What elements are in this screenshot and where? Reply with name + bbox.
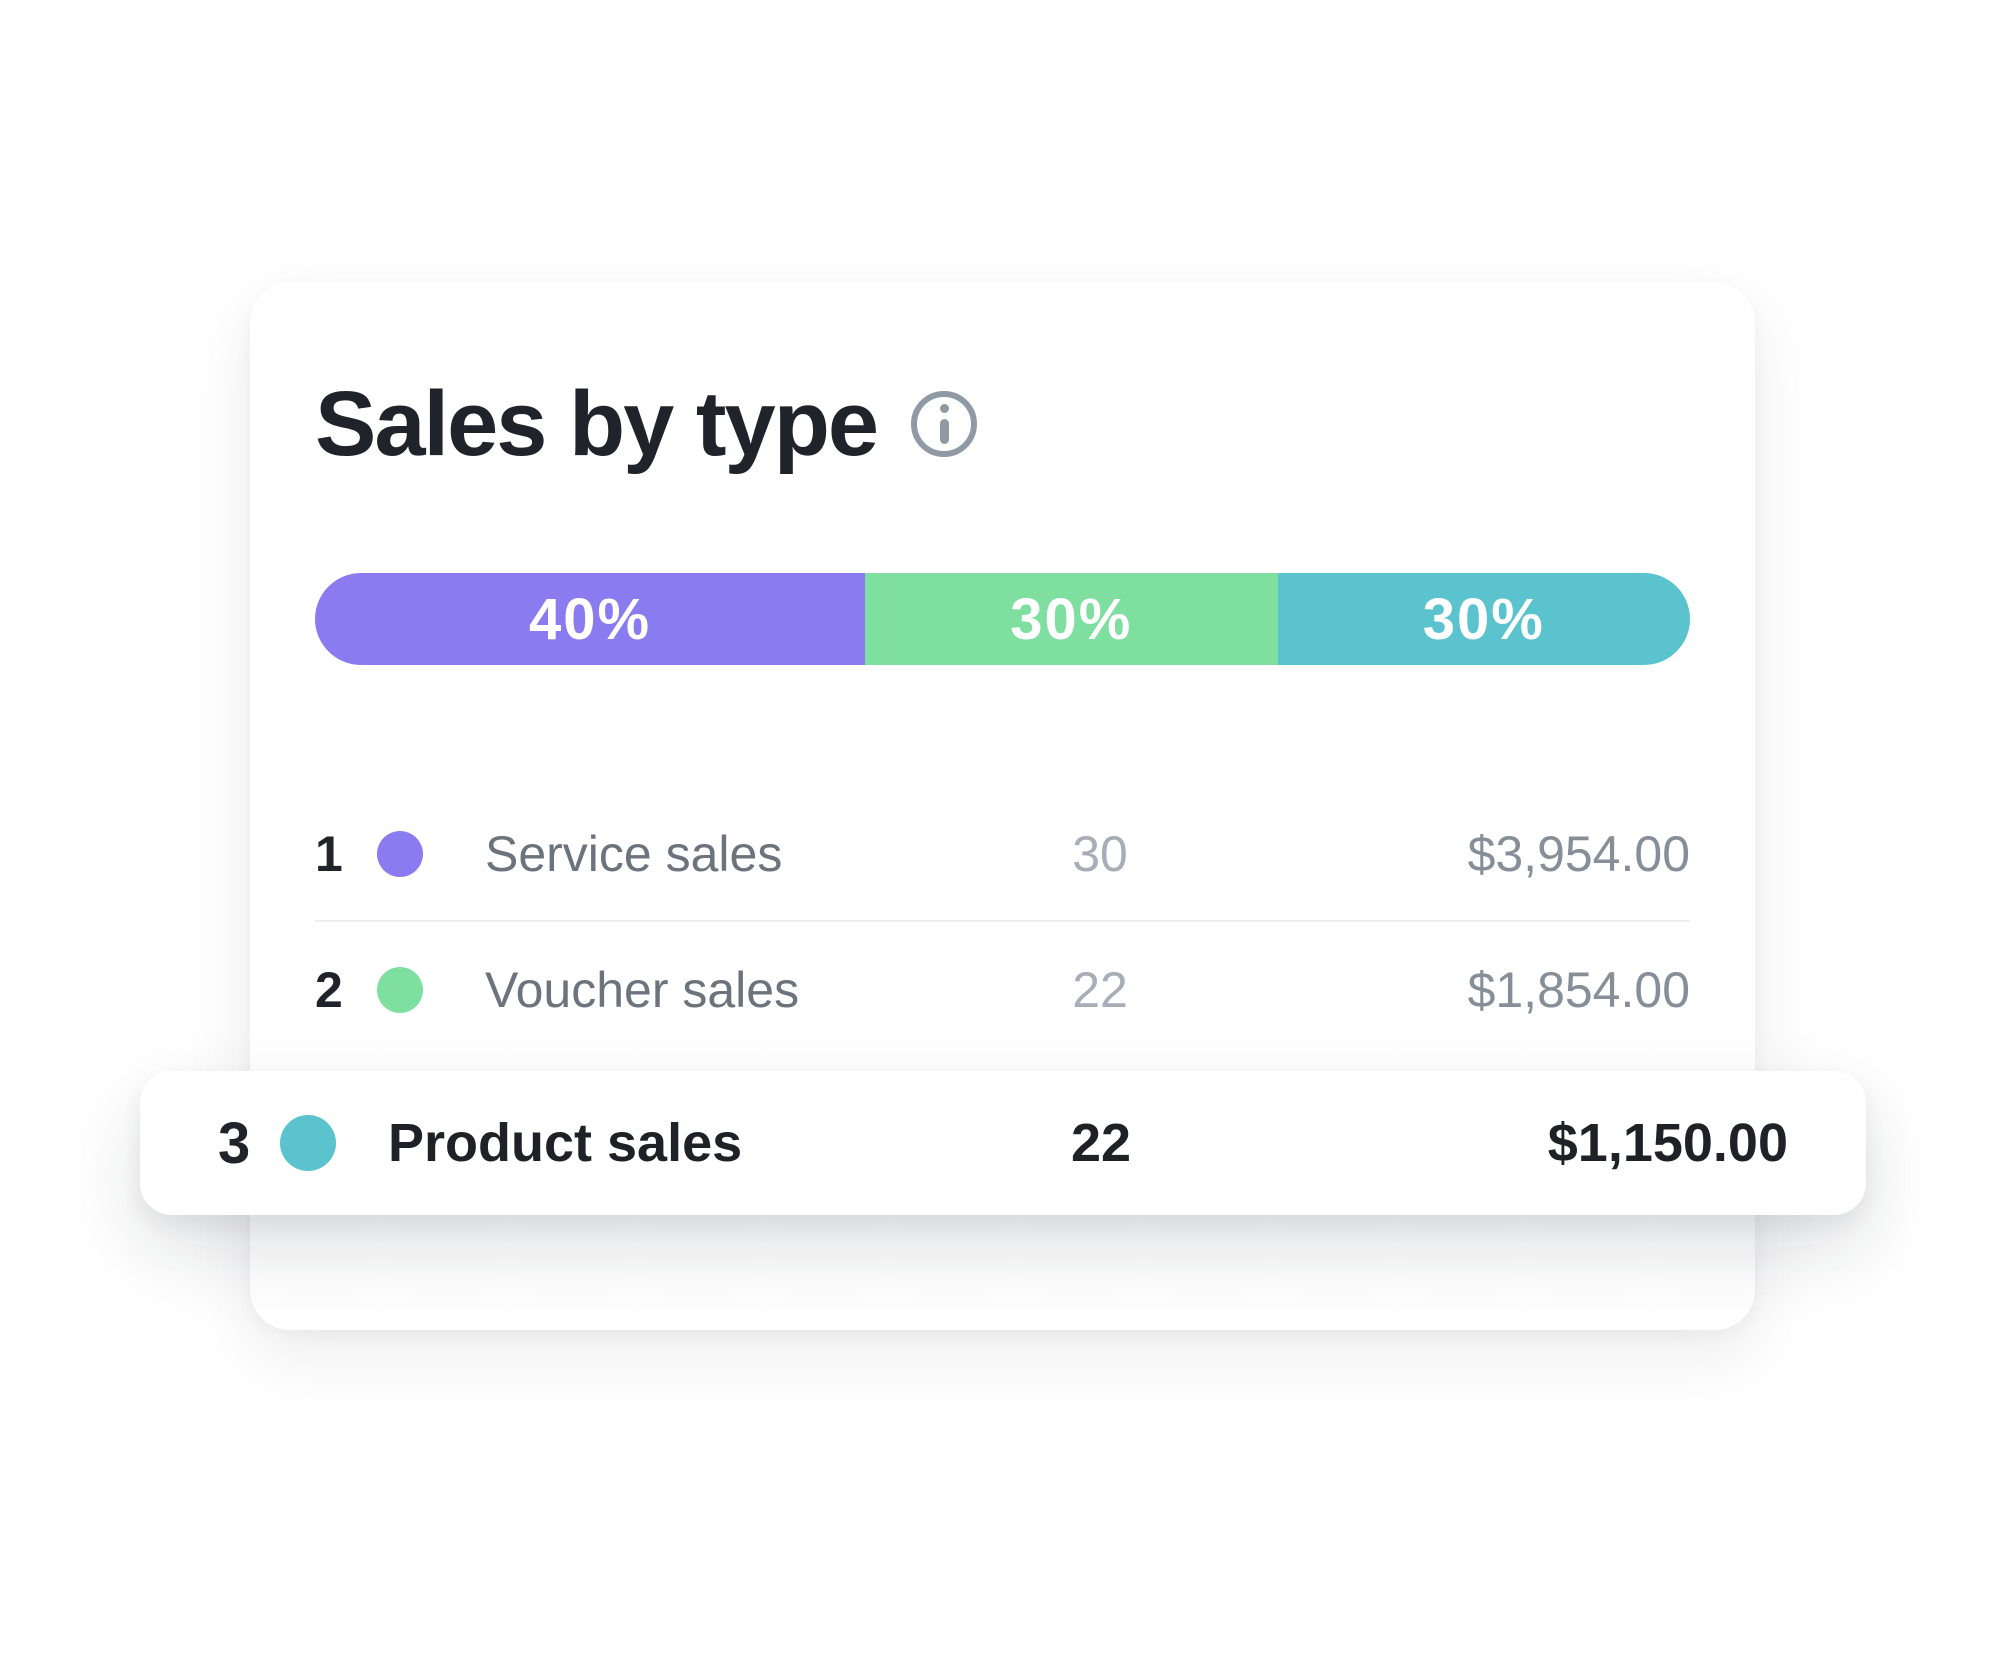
info-icon-dot <box>939 404 949 413</box>
row-amount: $1,150.00 <box>1547 1113 1788 1173</box>
row-dot-cell <box>280 1115 388 1171</box>
table-row-voucher-sales[interactable]: 2 Voucher sales 22 $1,854.00 <box>315 922 1690 1057</box>
card-title: Sales by type <box>315 373 879 475</box>
bar-segment-service-sales[interactable]: 40% <box>315 573 865 665</box>
bar-segment-label: 30% <box>1010 586 1133 652</box>
row-label: Voucher sales <box>485 961 800 1018</box>
legend-dot-teal <box>280 1115 336 1171</box>
row-rank: 3 <box>218 1110 251 1176</box>
legend-dot-purple <box>377 830 423 877</box>
row-label: Product sales <box>388 1113 743 1173</box>
info-icon-stem <box>939 419 949 444</box>
bar-segment-voucher-sales[interactable]: 30% <box>865 573 1278 665</box>
row-count: 22 <box>1072 961 1128 1018</box>
row-dot-cell <box>377 966 485 1013</box>
sales-distribution-bar: 40% 30% 30% <box>315 573 1690 665</box>
row-count: 30 <box>1072 825 1128 882</box>
row-rank: 2 <box>315 961 343 1018</box>
table-row-product-sales-highlighted[interactable]: 3 Product sales 22 $1,150.00 <box>140 1071 1866 1215</box>
info-icon[interactable] <box>911 391 978 457</box>
sales-type-list: 1 Service sales 30 $3,954.00 2 Voucher s… <box>315 787 1690 1057</box>
card-header: Sales by type <box>315 378 1690 470</box>
row-label: Service sales <box>485 825 783 882</box>
row-amount: $3,954.00 <box>1467 825 1690 882</box>
table-row-service-sales[interactable]: 1 Service sales 30 $3,954.00 <box>315 787 1690 922</box>
row-rank: 1 <box>315 825 343 882</box>
bar-segment-label: 40% <box>528 586 652 652</box>
legend-dot-green <box>377 966 423 1013</box>
bar-segment-product-sales[interactable]: 30% <box>1277 573 1690 665</box>
row-amount: $1,854.00 <box>1467 961 1690 1018</box>
row-count: 22 <box>1070 1113 1132 1173</box>
bar-segment-label: 30% <box>1422 586 1545 652</box>
row-dot-cell <box>377 830 485 877</box>
